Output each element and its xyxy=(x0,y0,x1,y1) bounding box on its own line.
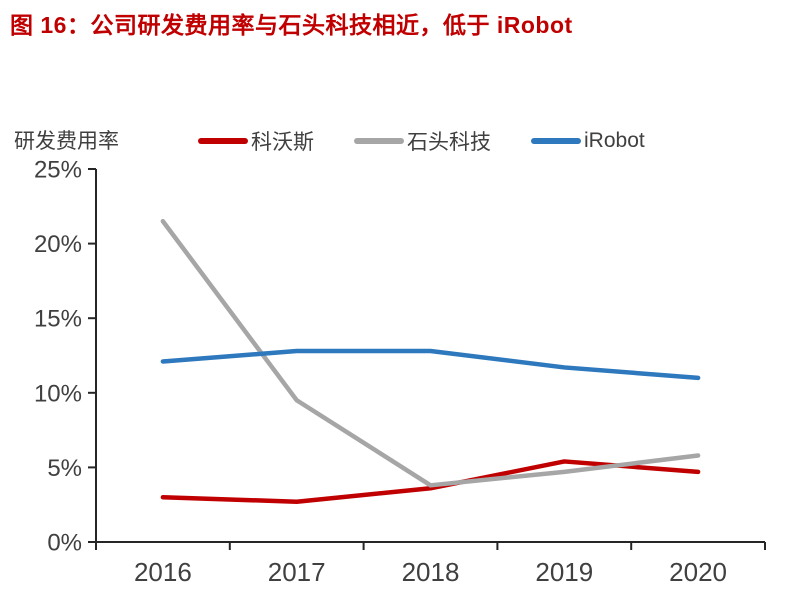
y-tick-label: 5% xyxy=(47,455,82,482)
legend-item-2: iRobot xyxy=(531,129,645,153)
legend: 科沃斯 石头科技 iRobot xyxy=(198,126,645,156)
x-tick-label: 2018 xyxy=(402,557,460,587)
legend-label: 石头科技 xyxy=(407,131,491,154)
y-tick-label: 20% xyxy=(34,231,82,258)
legend-item-1: 石头科技 xyxy=(354,126,491,156)
y-tick-label: 25% xyxy=(34,157,82,184)
x-tick-label: 2020 xyxy=(669,557,727,587)
x-tick-label: 2019 xyxy=(535,557,593,587)
legend-item-0: 科沃斯 xyxy=(198,126,314,156)
y-tick-label: 0% xyxy=(47,530,82,557)
series-line-2 xyxy=(160,348,701,381)
legend-swatch-icon xyxy=(531,138,581,144)
legend-swatch-icon xyxy=(198,138,248,144)
legend-label: 科沃斯 xyxy=(251,131,314,154)
x-tick-label: 2016 xyxy=(134,557,192,587)
y-tick-label: 10% xyxy=(34,380,82,407)
y-tick-label: 15% xyxy=(34,306,82,333)
y-axis-unit-label: 研发费用率 xyxy=(14,130,119,153)
legend-swatch-icon xyxy=(354,138,404,144)
legend-label: iRobot xyxy=(584,129,645,152)
series-line-1 xyxy=(160,218,701,488)
chart-title: 图 16：公司研发费用率与石头科技相近，低于 iRobot xyxy=(10,12,573,38)
x-tick-label: 2017 xyxy=(268,557,326,587)
